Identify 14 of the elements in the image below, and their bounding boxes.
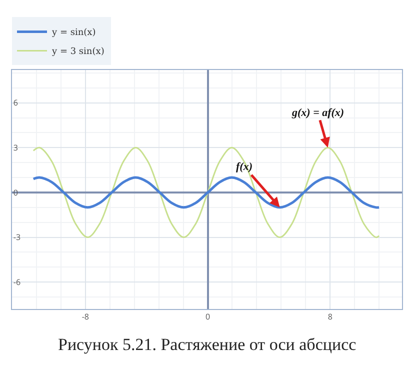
y-tick-label: -3 [13,232,21,244]
legend-label: y = 3 sin(x) [51,47,104,58]
annotation: g(x) = af(x) [291,107,344,119]
annotation: f(x) [236,161,252,173]
y-tick-label: 6 [13,98,18,109]
y-tick-label: 0 [13,187,18,198]
x-tick-label: 0 [205,312,210,323]
y-tick-label: 3 [13,142,18,154]
x-tick-label: -8 [82,312,90,323]
legend-label: y = sin(x) [51,28,96,38]
x-tick-label: 8 [328,312,333,323]
line-series [32,176,380,209]
text: Рисунок 5.21. Растяжение от оси абсцисс [58,335,357,354]
y-tick-label: -6 [13,276,21,288]
